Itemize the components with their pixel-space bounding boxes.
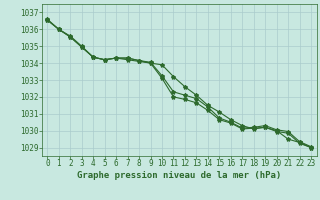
X-axis label: Graphe pression niveau de la mer (hPa): Graphe pression niveau de la mer (hPa) — [77, 171, 281, 180]
